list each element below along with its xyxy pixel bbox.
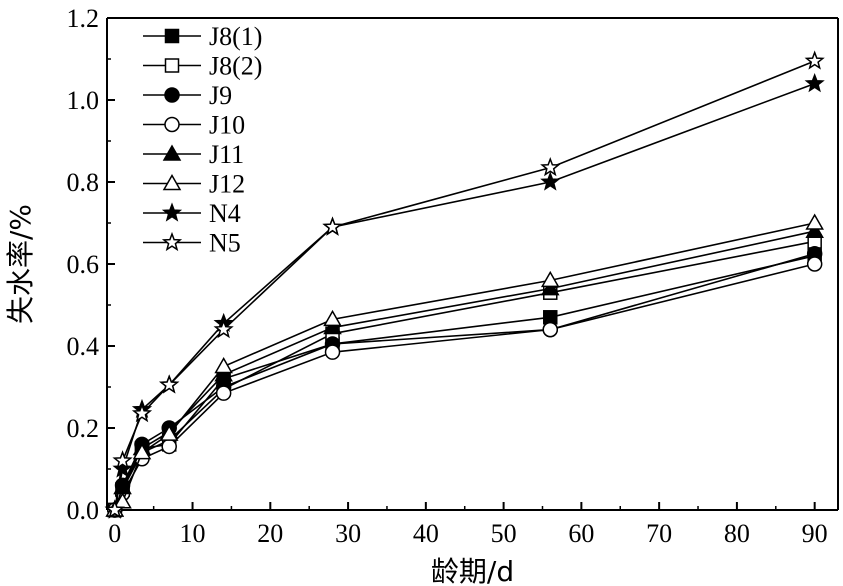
x-tick-label: 50: [491, 519, 517, 548]
series-N5: [104, 50, 825, 519]
x-tick-label: 30: [335, 519, 361, 548]
data-point: [161, 438, 177, 455]
legend-marker: [162, 173, 182, 191]
y-tick-label: 0.8: [67, 168, 100, 197]
legend-label: J11: [209, 140, 244, 169]
data-point: [540, 157, 561, 177]
x-axis-label: 龄期/d: [431, 555, 514, 586]
legend-item: N5: [143, 229, 241, 258]
y-tick-label: 0.6: [67, 250, 100, 279]
y-axis-label: 失水率/%: [4, 204, 37, 324]
legend-item: J9: [143, 81, 232, 110]
legend-label: J12: [209, 170, 245, 199]
legend-marker: [164, 87, 180, 103]
tick-marks: 0 10 20 30 40 50 60 70 80 90 0.0 0.2 0.4 0.6 0.8 1.0 1.2: [67, 4, 828, 548]
data-point: [540, 171, 561, 191]
data-point: [540, 270, 560, 288]
data-point: [806, 256, 823, 272]
series-group: [104, 50, 825, 519]
y-tick-label: 0.2: [67, 414, 100, 443]
y-tick-label: 1.2: [67, 4, 100, 33]
legend-marker: [161, 202, 183, 222]
data-point: [804, 50, 825, 70]
x-tick-label: 60: [568, 519, 594, 548]
data-point: [132, 443, 152, 460]
legend-marker: [164, 58, 180, 73]
data-point: [104, 499, 125, 519]
legend-label: J8(2): [209, 52, 262, 81]
series-line: [114, 222, 815, 511]
y-tick-label: 1.0: [67, 86, 100, 115]
legend-item: J10: [143, 111, 245, 140]
series-J9: [107, 246, 823, 518]
legend-label: J10: [209, 111, 245, 140]
data-point: [322, 216, 343, 236]
data-point: [214, 365, 233, 382]
legend-marker: [164, 28, 180, 44]
data-point: [805, 221, 824, 238]
legend-item: N4: [143, 199, 241, 228]
x-tick-label: 40: [413, 519, 439, 548]
series-line: [113, 60, 815, 511]
legend-item: J11: [143, 140, 244, 169]
x-tick-label: 20: [257, 519, 283, 548]
legend-label: N5: [209, 229, 241, 258]
data-point: [540, 279, 560, 296]
data-point: [112, 458, 133, 478]
data-point: [159, 374, 180, 394]
legend-item: J8(2): [143, 52, 262, 81]
legend-label: N4: [209, 199, 241, 228]
data-point: [543, 310, 558, 325]
y-tick-label: 0.4: [67, 332, 100, 361]
x-tick-label: 10: [180, 519, 206, 548]
data-point: [112, 450, 133, 470]
data-point: [323, 309, 342, 327]
legend-item: J12: [143, 170, 245, 199]
y-tick-label: 0.0: [67, 496, 100, 525]
data-point: [805, 213, 824, 230]
legend-marker: [164, 116, 180, 133]
x-tick-label: 80: [724, 519, 750, 548]
legend-item: J8(1): [143, 22, 262, 51]
legend-label: J9: [209, 81, 232, 110]
legend-marker: [161, 231, 183, 252]
series-J11: [105, 221, 824, 517]
legend-marker: [162, 144, 182, 161]
data-point: [159, 424, 179, 441]
data-point: [324, 344, 341, 360]
data-point: [804, 72, 825, 93]
x-tick-label: 90: [802, 519, 828, 548]
data-point: [131, 403, 153, 423]
data-point: [213, 318, 234, 339]
data-point: [323, 318, 342, 335]
series-line: [114, 230, 815, 511]
x-tick-label: 70: [646, 519, 672, 548]
data-point: [214, 356, 233, 374]
legend-label: J8(1): [209, 22, 262, 51]
data-point: [215, 385, 232, 401]
x-tick-label: 0: [108, 519, 121, 548]
data-point: [542, 321, 559, 338]
